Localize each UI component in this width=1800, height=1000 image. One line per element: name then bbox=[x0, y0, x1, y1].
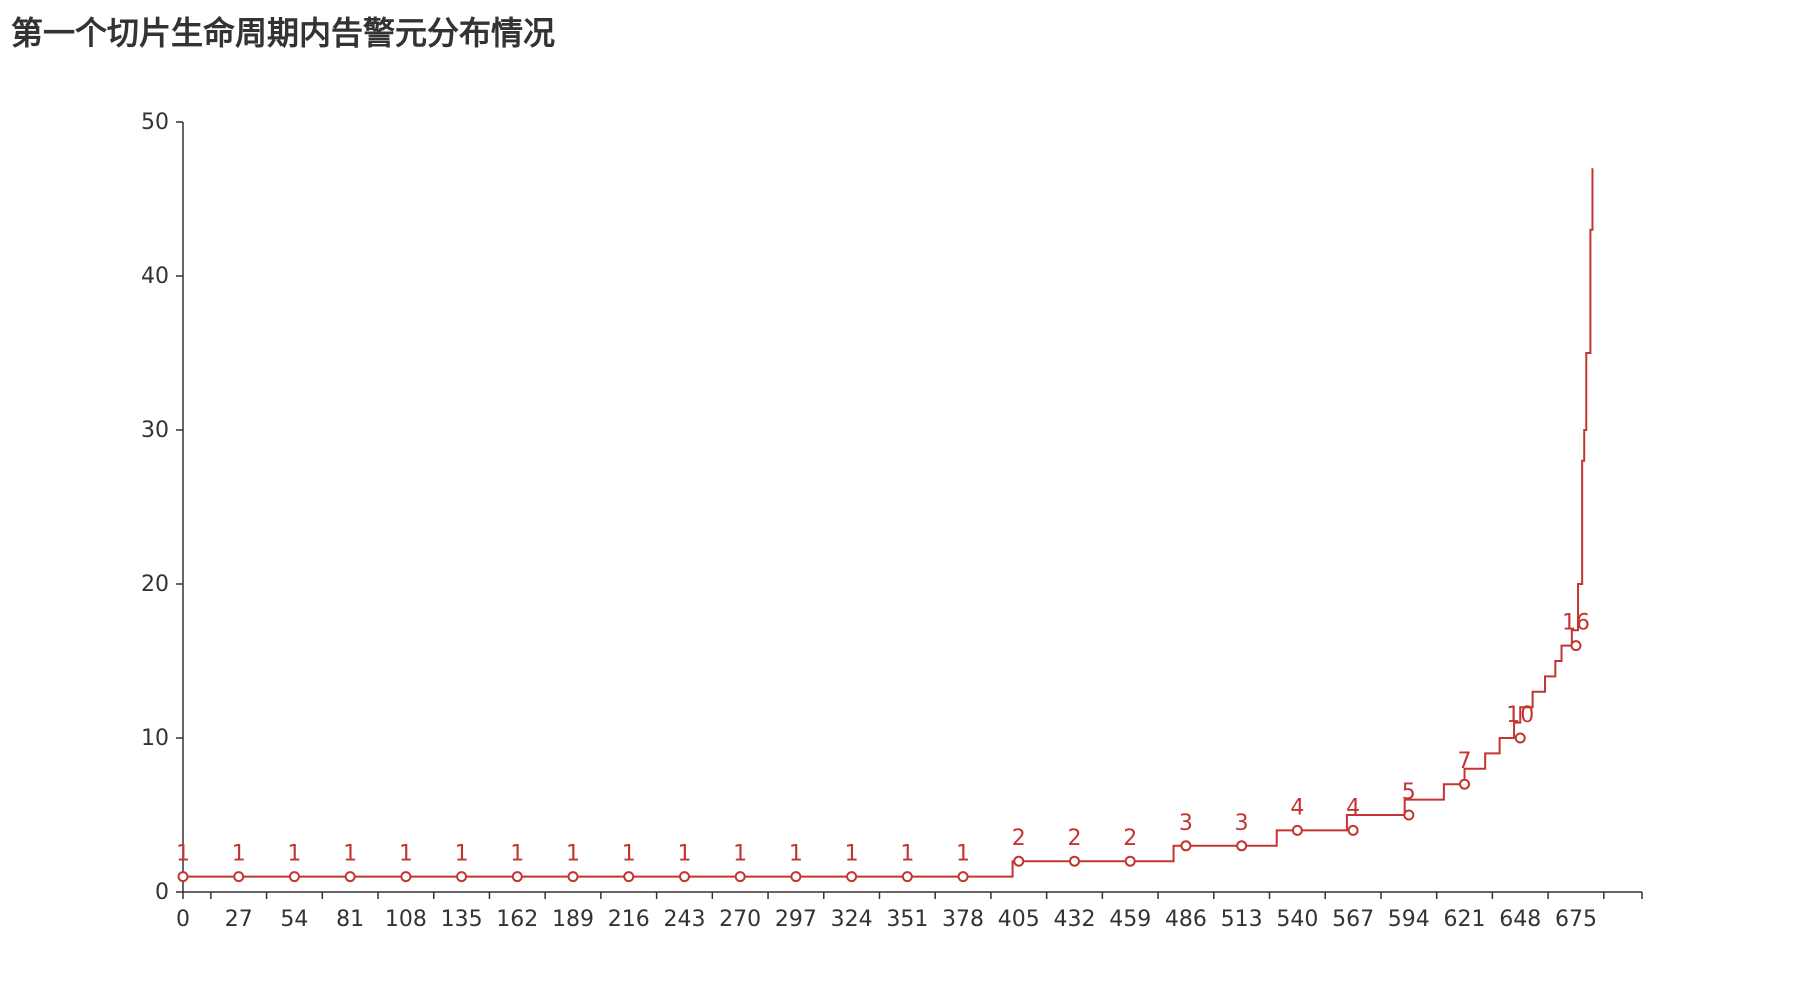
data-point-marker bbox=[1124, 855, 1136, 867]
x-tick-label: 270 bbox=[719, 907, 761, 932]
x-tick-label: 54 bbox=[280, 907, 308, 932]
x-tick-label: 486 bbox=[1165, 907, 1207, 932]
y-tick-label: 50 bbox=[141, 110, 169, 135]
data-point-marker bbox=[1291, 824, 1303, 836]
data-label: 2 bbox=[1067, 826, 1081, 851]
data-point-marker bbox=[1236, 840, 1248, 852]
data-label: 1 bbox=[510, 842, 524, 867]
y-tick-label: 0 bbox=[155, 880, 169, 905]
data-point-marker bbox=[623, 871, 635, 883]
x-tick-label: 513 bbox=[1221, 907, 1263, 932]
x-tick-label: 243 bbox=[663, 907, 705, 932]
data-label: 3 bbox=[1235, 811, 1249, 836]
data-label: 1 bbox=[343, 842, 357, 867]
y-tick-label: 40 bbox=[141, 264, 169, 289]
x-tick-label: 216 bbox=[608, 907, 650, 932]
data-label: 5 bbox=[1402, 780, 1416, 805]
x-tick-label: 621 bbox=[1444, 907, 1486, 932]
data-label: 1 bbox=[287, 842, 301, 867]
data-label: 2 bbox=[1012, 826, 1026, 851]
y-tick-label: 30 bbox=[141, 418, 169, 443]
data-point-marker bbox=[678, 871, 690, 883]
chart-title: 第一个切片生命周期内告警元分布情况 bbox=[11, 14, 556, 52]
x-tick-label: 567 bbox=[1332, 907, 1374, 932]
data-label: 10 bbox=[1506, 703, 1534, 728]
data-label: 1 bbox=[176, 842, 190, 867]
data-point-marker bbox=[1068, 855, 1080, 867]
x-tick-label: 27 bbox=[225, 907, 253, 932]
data-point-marker bbox=[456, 871, 468, 883]
x-tick-label: 135 bbox=[441, 907, 483, 932]
series-line bbox=[183, 168, 1594, 878]
data-label: 1 bbox=[677, 842, 691, 867]
data-label: 1 bbox=[789, 842, 803, 867]
data-point-marker bbox=[846, 871, 858, 883]
data-point-marker bbox=[1514, 732, 1526, 744]
data-point-marker bbox=[567, 871, 579, 883]
data-label: 3 bbox=[1179, 811, 1193, 836]
data-label: 1 bbox=[733, 842, 747, 867]
data-label: 16 bbox=[1562, 611, 1590, 636]
data-point-marker bbox=[901, 871, 913, 883]
x-tick-label: 675 bbox=[1555, 907, 1597, 932]
data-label: 7 bbox=[1458, 749, 1472, 774]
x-tick-label: 324 bbox=[831, 907, 873, 932]
x-tick-label: 594 bbox=[1388, 907, 1430, 932]
x-tick-label: 162 bbox=[496, 907, 538, 932]
data-label: 1 bbox=[956, 842, 970, 867]
data-point-marker bbox=[1403, 809, 1415, 821]
data-point-marker bbox=[1570, 640, 1582, 652]
data-label: 1 bbox=[232, 842, 246, 867]
data-point-marker bbox=[344, 871, 356, 883]
data-label: 1 bbox=[622, 842, 636, 867]
data-label: 1 bbox=[399, 842, 413, 867]
data-point-marker bbox=[790, 871, 802, 883]
x-tick-label: 0 bbox=[176, 907, 190, 932]
data-point-marker bbox=[233, 871, 245, 883]
data-label: 1 bbox=[900, 842, 914, 867]
y-tick-label: 20 bbox=[141, 572, 169, 597]
x-tick-label: 432 bbox=[1053, 907, 1095, 932]
x-tick-label: 648 bbox=[1499, 907, 1541, 932]
data-point-marker bbox=[734, 871, 746, 883]
x-tick-label: 189 bbox=[552, 907, 594, 932]
x-tick-label: 459 bbox=[1109, 907, 1151, 932]
data-label: 4 bbox=[1290, 795, 1304, 820]
data-point-marker bbox=[1347, 824, 1359, 836]
data-label: 1 bbox=[845, 842, 859, 867]
x-tick-label: 378 bbox=[942, 907, 984, 932]
x-tick-label: 297 bbox=[775, 907, 817, 932]
data-point-marker bbox=[1013, 855, 1025, 867]
data-point-marker bbox=[511, 871, 523, 883]
data-label: 2 bbox=[1123, 826, 1137, 851]
data-point-marker bbox=[1459, 778, 1471, 790]
data-point-marker bbox=[400, 871, 412, 883]
x-tick-label: 540 bbox=[1276, 907, 1318, 932]
data-label: 4 bbox=[1346, 795, 1360, 820]
x-tick-label: 351 bbox=[886, 907, 928, 932]
x-tick-label: 108 bbox=[385, 907, 427, 932]
data-point-marker bbox=[288, 871, 300, 883]
x-tick-label: 81 bbox=[336, 907, 364, 932]
data-point-marker bbox=[1180, 840, 1192, 852]
data-label: 1 bbox=[455, 842, 469, 867]
y-tick-label: 10 bbox=[141, 726, 169, 751]
data-point-marker bbox=[957, 871, 969, 883]
x-tick-label: 405 bbox=[998, 907, 1040, 932]
data-point-marker bbox=[177, 871, 189, 883]
data-label: 1 bbox=[566, 842, 580, 867]
